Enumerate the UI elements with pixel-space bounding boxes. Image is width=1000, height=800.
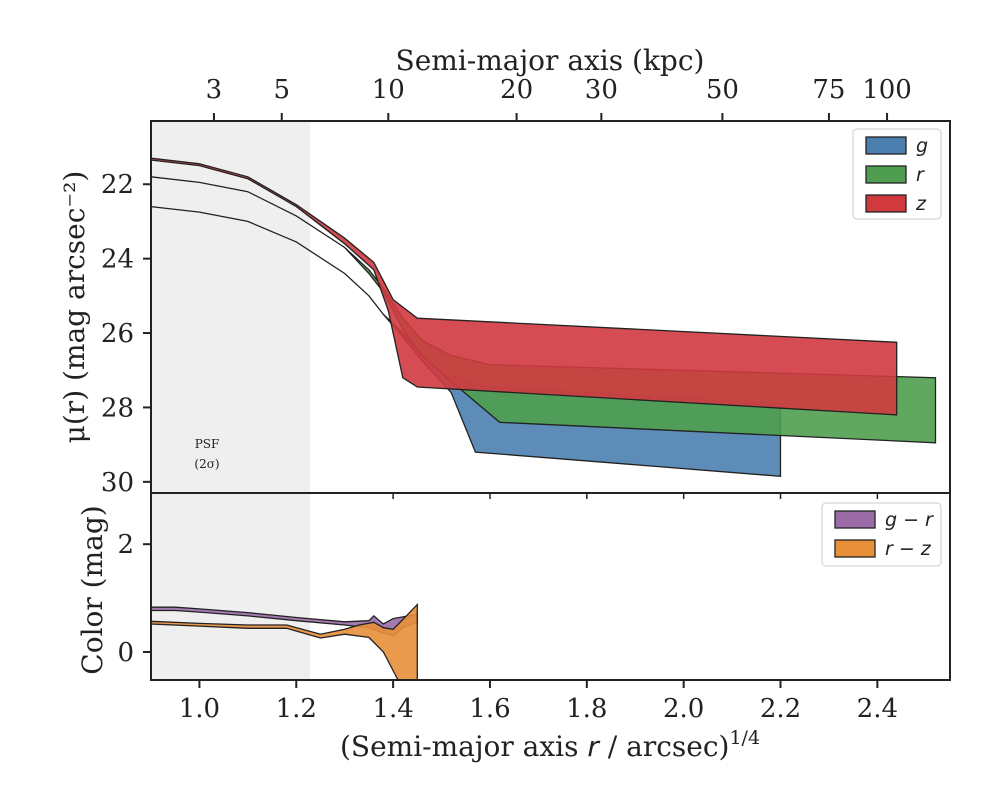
y-tick-label: 2	[117, 530, 134, 560]
legend-swatch	[834, 539, 876, 558]
psf-region	[151, 121, 310, 493]
x-axis-title: (Semi-major axis r / arcsec)1/4	[340, 727, 760, 763]
band-rz-1	[150, 602, 418, 681]
x-tick-label: 1.4	[372, 694, 413, 724]
legend-swatch	[865, 165, 907, 184]
top-tick-label: 30	[585, 75, 618, 105]
x-tick-label: 1.0	[179, 694, 220, 724]
top-tick-label: 75	[812, 75, 845, 105]
x-tick-label: 1.8	[566, 694, 607, 724]
legend-label: r	[916, 164, 925, 186]
legend-label: r − z	[885, 538, 932, 560]
top-tick-label: 5	[273, 75, 290, 105]
color-panel: 0 2 1.0 1.2 1.4 1.6 1.8 2.0 2.2 2.4 g − r r − z	[117, 492, 951, 724]
x-tick-label: 2.0	[663, 694, 704, 724]
y-tick-label: 24	[101, 245, 134, 275]
legend-label: g − r	[885, 509, 934, 531]
bottom-panel-frame	[150, 492, 951, 681]
legend-colors: g − r r − z	[821, 502, 942, 567]
top-tick-label: 50	[706, 75, 739, 105]
top-tick-label: 3	[206, 75, 223, 105]
legend-bands: grz	[852, 128, 942, 220]
x-tick-label: 1.6	[469, 694, 510, 724]
legend-swatch	[834, 510, 876, 529]
y-tick-label: 26	[101, 319, 134, 349]
legend-swatch	[865, 136, 907, 155]
y-axis-title-brightness: μ(r) (mag arcsec⁻²)	[58, 171, 91, 444]
legend-label: g	[916, 135, 928, 157]
psf-label-sigma: (2σ)	[194, 457, 219, 471]
top-tick-label: 20	[500, 75, 533, 105]
top-tick-label: 10	[372, 75, 405, 105]
y-tick-label: 0	[117, 638, 134, 668]
psf-label: PSF	[195, 437, 220, 451]
y-tick-label: 28	[101, 393, 134, 423]
y-tick-label: 30	[101, 468, 134, 498]
x-tick-label: 1.2	[276, 694, 317, 724]
y-axis-title-color: Color (mag)	[76, 505, 109, 674]
top-axis-title: Semi-major axis (kpc)	[396, 44, 705, 77]
surface-brightness-panel: 22 24 26 28 30 3 5 10 20 30 50 75 100 PSF (2σ) grz	[101, 75, 951, 499]
top-tick-label: 100	[862, 75, 912, 105]
legend-label: z	[915, 193, 927, 215]
band-z-2	[150, 157, 898, 416]
y-tick-label: 22	[101, 170, 134, 200]
psf-region-color	[151, 493, 310, 680]
x-tick-label: 2.4	[857, 694, 898, 724]
legend-swatch	[865, 194, 907, 213]
x-tick-label: 2.2	[760, 694, 801, 724]
